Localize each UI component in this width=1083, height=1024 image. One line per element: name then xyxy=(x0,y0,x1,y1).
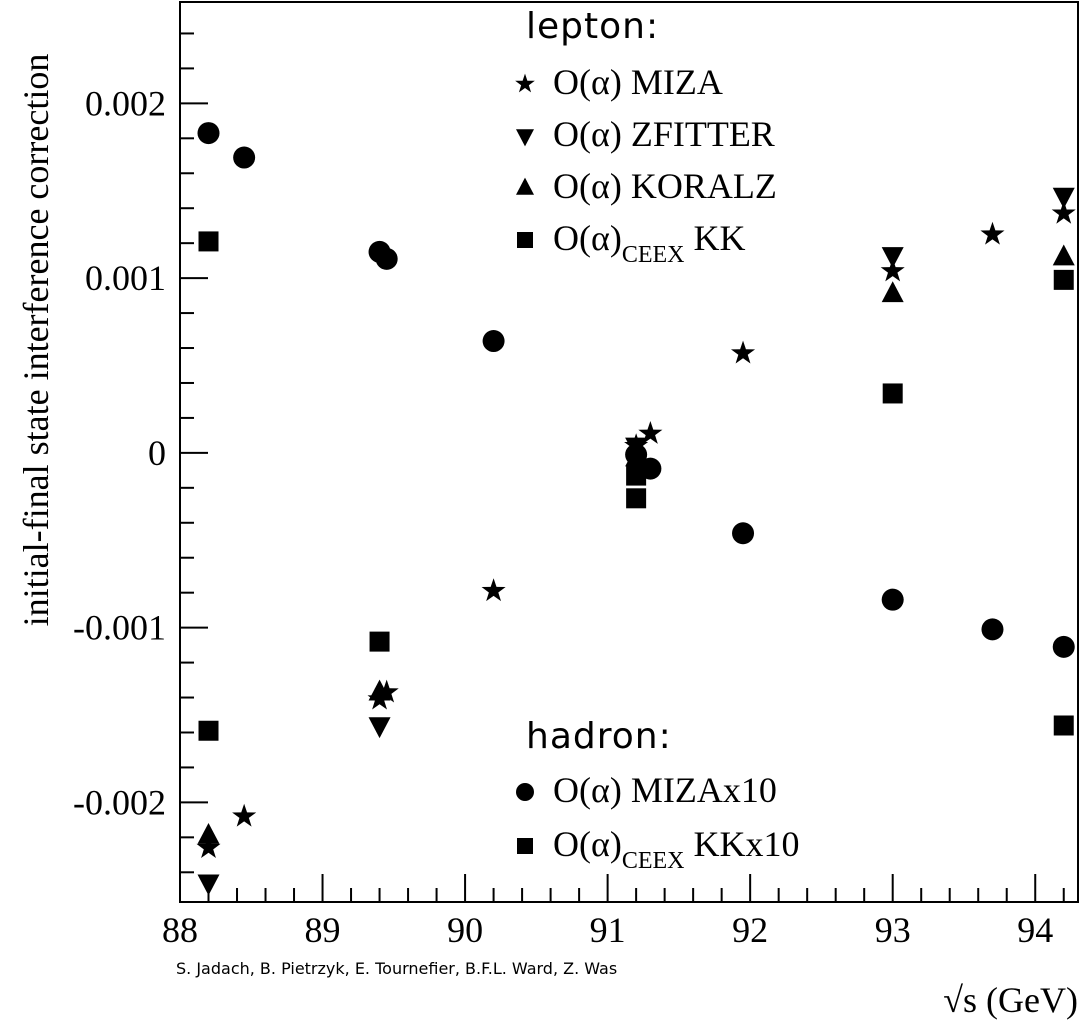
triangle-up-marker xyxy=(881,281,904,303)
data-points xyxy=(196,122,1076,896)
triangle-down-marker xyxy=(197,874,220,896)
y-tick-label: 0.001 xyxy=(85,258,166,298)
circle-marker xyxy=(639,457,662,480)
author-credit: S. Jadach, B. Pietrzyk, E. Tournefier, B… xyxy=(176,959,617,978)
circle-marker xyxy=(482,330,505,353)
x-tick-label: 92 xyxy=(732,910,768,950)
square-marker xyxy=(1053,715,1074,736)
triangle-up-marker xyxy=(1052,244,1075,266)
triangle-down-marker xyxy=(1052,187,1075,209)
y-tick-label: 0 xyxy=(148,433,166,473)
star-marker xyxy=(196,835,221,859)
star-marker xyxy=(980,221,1005,245)
legend-group-title: lepton: xyxy=(526,6,659,47)
square-marker xyxy=(369,631,390,652)
square-marker xyxy=(1053,269,1074,290)
star-marker xyxy=(515,73,535,93)
star-marker xyxy=(731,340,756,364)
circle-marker xyxy=(516,783,534,801)
square-marker xyxy=(198,720,219,741)
star-marker xyxy=(638,421,663,444)
triangle-down-marker xyxy=(516,129,534,147)
legend-entry-label: O(α) ZFITTER xyxy=(553,114,775,154)
x-tick-label: 90 xyxy=(447,910,483,950)
legend-entry-label: O(α)CEEX KK xyxy=(553,218,746,268)
circle-marker xyxy=(197,122,220,145)
circle-marker xyxy=(881,588,904,611)
y-axis-title: initial-final state interference correct… xyxy=(16,54,56,627)
x-axis-title: √s (GeV) xyxy=(943,980,1078,1020)
x-tick-labels: 88 89 90 91 92 93 94 xyxy=(162,910,1053,950)
square-marker xyxy=(517,232,533,248)
circle-marker xyxy=(981,618,1004,641)
y-tick-label: 0.002 xyxy=(85,83,166,123)
legend-entry-label: O(α) MIZA xyxy=(553,62,723,102)
x-tick-label: 88 xyxy=(162,910,198,950)
triangle-down-marker xyxy=(881,247,904,269)
square-marker xyxy=(626,488,647,509)
triangle-up-marker xyxy=(516,177,534,195)
legend-entry-label: O(α)CEEX KKx10 xyxy=(553,824,800,874)
x-tick-label: 91 xyxy=(590,910,626,950)
y-tick-label: -0.001 xyxy=(73,608,166,648)
star-marker xyxy=(374,679,399,703)
x-tick-label: 94 xyxy=(1017,910,1053,950)
legend-entry-label: O(α) KORALZ xyxy=(553,166,777,206)
circle-marker xyxy=(625,443,648,466)
circle-marker xyxy=(732,522,755,545)
square-marker xyxy=(882,383,903,404)
x-tick-label: 93 xyxy=(875,910,911,950)
legend-group-title: hadron: xyxy=(526,716,672,757)
y-tick-labels: -0.002 -0.001 0 0.001 0.002 xyxy=(73,83,166,822)
legend: lepton: O(α) MIZA O(α) ZFITTER O(α) KORALZ O… xyxy=(515,6,800,874)
circle-marker xyxy=(1052,635,1075,658)
square-marker xyxy=(198,231,219,252)
legend-entry-label: O(α) MIZAx10 xyxy=(553,770,777,810)
x-tick-label: 89 xyxy=(305,910,341,950)
star-marker xyxy=(880,258,905,282)
triangle-up-marker xyxy=(368,679,391,701)
circle-marker xyxy=(375,247,398,270)
star-marker xyxy=(1051,200,1076,224)
axis-ticks xyxy=(179,32,1065,902)
triangle-up-marker xyxy=(197,822,220,844)
star-marker xyxy=(232,803,257,827)
y-tick-label: -0.002 xyxy=(73,782,166,822)
triangle-down-marker xyxy=(368,717,391,739)
square-marker xyxy=(517,838,533,854)
star-marker xyxy=(481,578,506,602)
circle-marker xyxy=(233,146,256,169)
